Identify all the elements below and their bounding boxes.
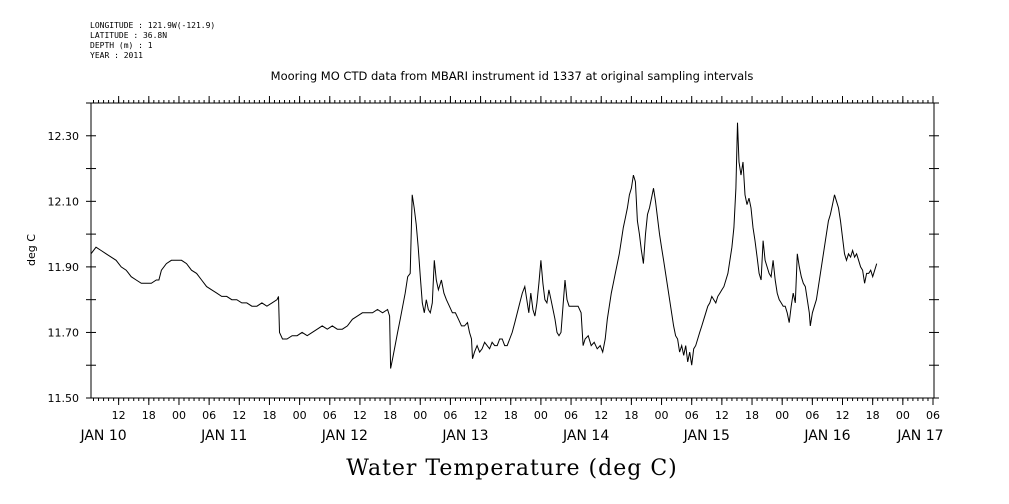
- x-hour-label: 06: [202, 409, 216, 422]
- x-hour-label: 12: [353, 409, 367, 422]
- x-hour-label: 00: [655, 409, 669, 422]
- x-hour-label: 12: [836, 409, 850, 422]
- x-hour-label: 00: [172, 409, 186, 422]
- x-hour-label: 12: [715, 409, 729, 422]
- x-hour-label: 06: [926, 409, 940, 422]
- minor-ticks: [93, 100, 934, 401]
- x-hour-label: 06: [564, 409, 578, 422]
- plot-frame: [90, 102, 935, 399]
- x-hour-label: 06: [323, 409, 337, 422]
- x-hour-label: 00: [896, 409, 910, 422]
- x-hour-label: 00: [413, 409, 427, 422]
- x-hour-label: 06: [685, 409, 699, 422]
- x-hour-label: 00: [534, 409, 548, 422]
- depth-text: DEPTH (m) : 1: [90, 41, 153, 50]
- x-hour-label: 18: [383, 409, 397, 422]
- x-axis-label: Water Temperature (deg C): [346, 456, 678, 481]
- x-hour-label: 18: [745, 409, 759, 422]
- series-line: [90, 122, 878, 369]
- x-day-label: JAN 10: [79, 428, 126, 444]
- x-axis: 12 18 00 06 12 18 00 06 12 18 00 06 12 18 00 06 12 18 00 06…: [79, 96, 944, 444]
- y-tick-label: 11.90: [48, 261, 80, 274]
- metadata-block: LONGITUDE : 121.9W(-121.9) LATITUDE : 36…: [90, 21, 215, 61]
- y-tick-label: 11.70: [48, 326, 80, 339]
- x-hour-label: 00: [775, 409, 789, 422]
- longitude-text: LONGITUDE : 121.9W(-121.9): [90, 21, 216, 30]
- x-hour-label: 18: [624, 409, 638, 422]
- x-hour-label: 18: [142, 409, 156, 422]
- x-hour-label: 00: [293, 409, 307, 422]
- y-tick-label: 12.30: [48, 130, 80, 143]
- x-hour-label: 18: [866, 409, 880, 422]
- x-hour-label: 12: [112, 409, 126, 422]
- y-axis: 11.50 11.70 11.90 12.10 12.30: [48, 102, 939, 405]
- x-hour-label: 12: [232, 409, 246, 422]
- x-hour-label: 18: [504, 409, 518, 422]
- x-day-label: JAN 11: [200, 428, 247, 444]
- x-hour-label: 12: [594, 409, 608, 422]
- x-day-label: JAN 15: [683, 428, 730, 444]
- x-hour-label: 18: [262, 409, 276, 422]
- x-hour-label: 06: [805, 409, 819, 422]
- x-day-label: JAN 14: [562, 428, 609, 444]
- y-axis-label: deg C: [25, 234, 38, 266]
- x-hour-label: 12: [474, 409, 488, 422]
- y-tick-label: 11.50: [48, 392, 80, 405]
- latitude-text: LATITUDE : 36.8N: [90, 31, 168, 40]
- x-day-label: JAN 12: [321, 428, 368, 444]
- year-text: YEAR : 2011: [90, 51, 143, 60]
- chart-title: Mooring MO CTD data from MBARI instrumen…: [271, 69, 754, 83]
- x-day-label: JAN 17: [896, 428, 943, 444]
- y-tick-label: 12.10: [48, 195, 80, 208]
- x-day-label: JAN 16: [803, 428, 850, 444]
- x-hour-label: 06: [443, 409, 457, 422]
- x-day-label: JAN 13: [441, 428, 488, 444]
